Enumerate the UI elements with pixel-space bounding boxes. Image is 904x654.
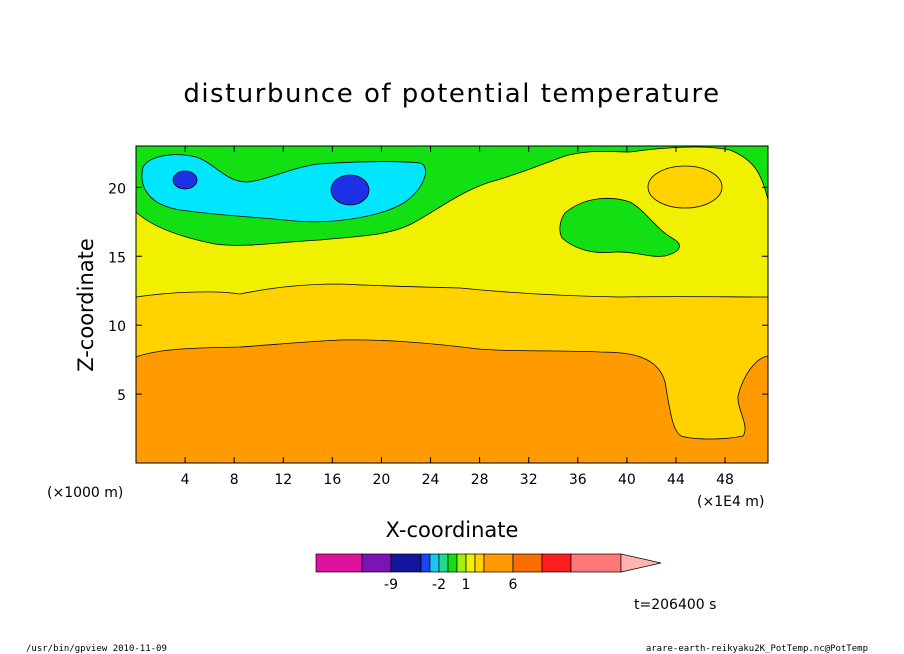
y-axis-title: Z-coordinate	[74, 238, 98, 372]
colorbar-labels: -9 -2 1 6	[384, 577, 518, 593]
x-tick-label: 48	[716, 472, 734, 488]
x-tick-label: 44	[667, 472, 685, 488]
y-tick-label: 10	[108, 319, 126, 335]
colorbar-label: -9	[384, 577, 398, 593]
colorbar-bin	[465, 553, 476, 573]
contour-line	[172, 170, 198, 190]
x-tick-label: 12	[274, 472, 292, 488]
y-tick-label: 15	[108, 250, 126, 266]
x-tick-label: 32	[520, 472, 538, 488]
region-orange	[136, 339, 768, 463]
colorbar-bin	[541, 553, 572, 573]
x-tick-label: 8	[230, 472, 239, 488]
colorbar-label: -2	[432, 577, 446, 593]
time-label: t=206400 s	[634, 597, 716, 613]
colorbar-bin	[512, 553, 543, 573]
region-blue-right	[331, 175, 369, 205]
footer-right: arare-earth-reikyaku2K_PotTemp.nc@PotTem…	[646, 644, 868, 654]
colorbar-label: 6	[509, 577, 518, 593]
plot-area	[136, 146, 768, 463]
x-axis-title: X-coordinate	[386, 518, 519, 542]
contour-line	[136, 283, 768, 298]
x-unit-right-label: (×1E4 m)	[697, 494, 764, 510]
region-blue-left	[173, 171, 197, 189]
colorbar-bin	[361, 553, 392, 573]
plot-frame	[135, 145, 769, 464]
x-tick-label: 36	[569, 472, 587, 488]
colorbar-label: 1	[462, 577, 471, 593]
x-unit-label: (×1000 m)	[47, 485, 123, 501]
colorbar-bin	[438, 553, 449, 573]
colorbar-bin	[456, 553, 467, 573]
x-axis: 4 8 12 16 20 24 28 32 36 40 44 48	[181, 146, 734, 488]
colorbar-bin	[315, 553, 363, 573]
colorbar-arrow	[620, 553, 662, 573]
contour-line	[136, 146, 768, 246]
y-axis: 5 10 15 20	[108, 181, 768, 404]
colorbar-bin	[474, 553, 485, 573]
contour-line	[141, 154, 426, 223]
y-tick-label: 20	[108, 181, 126, 197]
chart-title: disturbunce of potential temperature	[183, 79, 720, 109]
colorbar-bin	[390, 553, 422, 573]
x-tick-label: 40	[618, 472, 636, 488]
x-tick-label: 4	[181, 472, 190, 488]
region-green-island	[559, 198, 680, 257]
x-tick-label: 24	[422, 472, 440, 488]
y-tick-label: 5	[117, 388, 126, 404]
colorbar	[315, 553, 662, 573]
colorbar-bin	[447, 553, 458, 573]
colorbar-bin	[570, 553, 622, 573]
colorbar-bin	[483, 553, 514, 573]
contour-line	[647, 165, 723, 209]
x-tick-label: 16	[323, 472, 341, 488]
x-tick-label: 20	[373, 472, 391, 488]
x-tick-label: 28	[471, 472, 489, 488]
region-amber-island	[648, 166, 722, 208]
contour-line	[136, 339, 768, 440]
contour-line	[559, 198, 680, 257]
contour-line	[330, 174, 370, 206]
colorbar-bin	[429, 553, 440, 573]
colorbar-bin	[420, 553, 431, 573]
footer-left: /usr/bin/gpview 2010-11-09	[26, 644, 167, 654]
